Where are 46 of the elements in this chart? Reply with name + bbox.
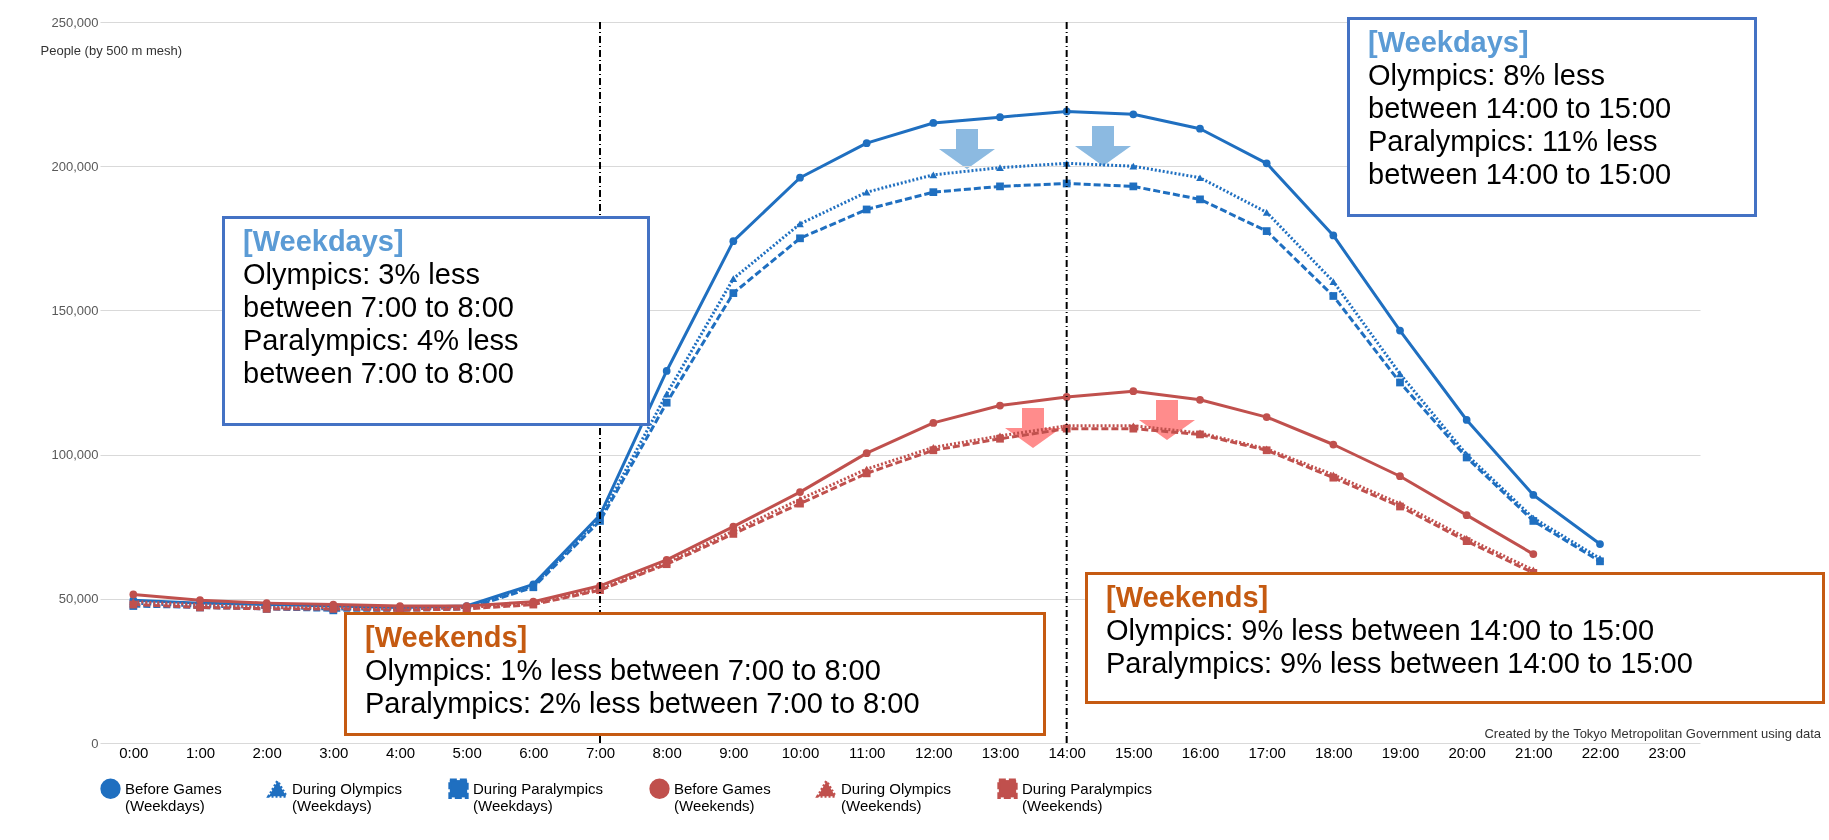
x-tick-label: 19:00 [1381,743,1420,761]
x-tick-label: 7:00 [585,743,616,761]
x-tick-label: 0:00 [119,743,149,761]
annotation: [Weekends] Olympics: 1% less between 7:00 to 8:00 Paralympics: 2% less between 7:00 to 8:00 [365,621,921,720]
x-tick-label: 5:00 [452,743,482,761]
x-tick-label: 14:00 [1048,743,1086,761]
y-tick-label: 100,000 [51,447,99,463]
note-box: [Weekdays] Olympics: 3% less between 7:00 to 8:00 Paralympics: 4% less between 7:00 to 8:00 [222,216,650,426]
annotation: [Weekends] Olympics: 9% less between 14:00 to 15:00 Paralympics: 9% less between 14:00 to 15:00 [1106,581,1694,680]
x-tick-label: 16:00 [1181,743,1220,761]
note-box: [Weekends] Olympics: 9% less between 14:00 to 15:00 Paralympics: 9% less between 14:00 to 15:00 [1085,572,1825,704]
legend-label: During Olympics (Weekends) [841,779,952,814]
x-tick-label: 11:00 [848,743,886,761]
y-tick-label: 50,000 [58,591,99,607]
x-tick-label: 1:00 [185,743,216,761]
annotation: Created by the Tokyo Metropolitan Government using data [1484,726,1821,741]
y-tick-label: 150,000 [51,302,99,318]
x-tick-label: 23:00 [1648,743,1686,761]
y-tick-label: 200,000 [51,158,99,174]
legend-label: Before Games (Weekends) [674,779,771,814]
x-tick-label: 15:00 [1115,743,1153,761]
legend-label: During Paralympics (Weekends) [1022,779,1153,814]
x-tick-label: 13:00 [981,743,1020,761]
y-tick-label: 250,000 [51,14,99,30]
x-tick-label: 9:00 [719,743,749,761]
x-tick-label: 2:00 [252,743,282,761]
y-axis-title: People (by 500 m mesh) [40,42,183,58]
note-box: [Weekdays] Olympics: 8% less between 14:00 to 15:00 Paralympics: 11% less between 14:00 to 15:00 [1347,17,1757,217]
annotation: [Weekdays] Olympics: 3% less between 7:00 to 8:00 Paralympics: 4% less between 7:00 to 8:00 [243,225,520,390]
legend-label: Before Games (Weekdays) [125,779,222,814]
x-tick-label: 3:00 [319,743,349,761]
x-tick-label: 4:00 [385,743,416,761]
x-tick-label: 21:00 [1515,743,1553,761]
note-box: [Weekends] Olympics: 1% less between 7:00 to 8:00 Paralympics: 2% less between 7:00 to 8:00 [344,612,1046,736]
y-tick-label: 0 [91,735,99,751]
legend-label: During Olympics (Weekdays) [292,779,403,814]
x-tick-label: 6:00 [519,743,549,761]
legend-label: During Paralympics (Weekdays) [473,779,604,814]
annotation: [Weekdays] Olympics: 8% less between 14:00 to 15:00 Paralympics: 11% less between 14:00 to 15:00 [1368,26,1673,191]
x-tick-label: 18:00 [1315,743,1353,761]
x-tick-label: 10:00 [781,743,820,761]
x-tick-label: 22:00 [1581,743,1620,761]
x-tick-label: 12:00 [915,743,953,761]
x-tick-label: 17:00 [1248,743,1286,761]
x-tick-label: 20:00 [1448,743,1486,761]
x-tick-label: 8:00 [652,743,682,761]
